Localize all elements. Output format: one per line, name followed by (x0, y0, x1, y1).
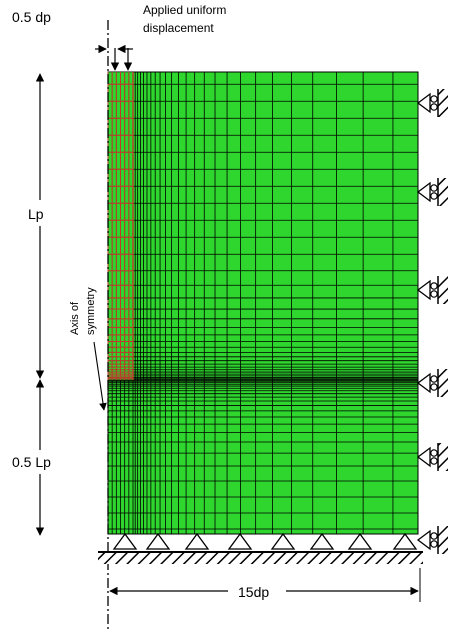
bottom-roller-support (184, 532, 210, 550)
applied-displacement-label-line2: displacement (143, 21, 214, 35)
half-dp-label: 0.5 dp (12, 9, 51, 25)
pile-mesh (107, 72, 134, 380)
soil-mesh-region (107, 71, 419, 535)
bottom-roller-support (112, 532, 138, 550)
right-roller-support (416, 89, 448, 117)
bottom-ground-hatch (98, 552, 423, 564)
bottom-roller-support (392, 532, 418, 550)
right-roller-supports (416, 89, 448, 554)
axis-of-symmetry-label-line2: symmetry (85, 287, 97, 335)
bottom-roller-supports (112, 532, 418, 550)
bottom-roller-support (227, 532, 253, 550)
right-roller-support (416, 276, 448, 304)
applied-displacement-label-line1: Applied uniform (143, 3, 226, 17)
bottom-roller-support (309, 532, 335, 550)
axis-of-symmetry-label-line1: Axis of (69, 301, 81, 335)
axis-pointer-arrow (93, 341, 107, 411)
width-label: 15dp (238, 584, 269, 600)
right-roller-support (416, 369, 448, 397)
half-lp-label: 0.5 Lp (12, 454, 51, 470)
right-roller-support (416, 443, 448, 471)
lp-label: Lp (28, 206, 44, 222)
right-roller-support (416, 178, 448, 206)
bottom-roller-support (347, 532, 373, 550)
right-roller-support (416, 526, 448, 554)
bottom-roller-support (145, 532, 171, 550)
bottom-roller-support (270, 532, 296, 550)
